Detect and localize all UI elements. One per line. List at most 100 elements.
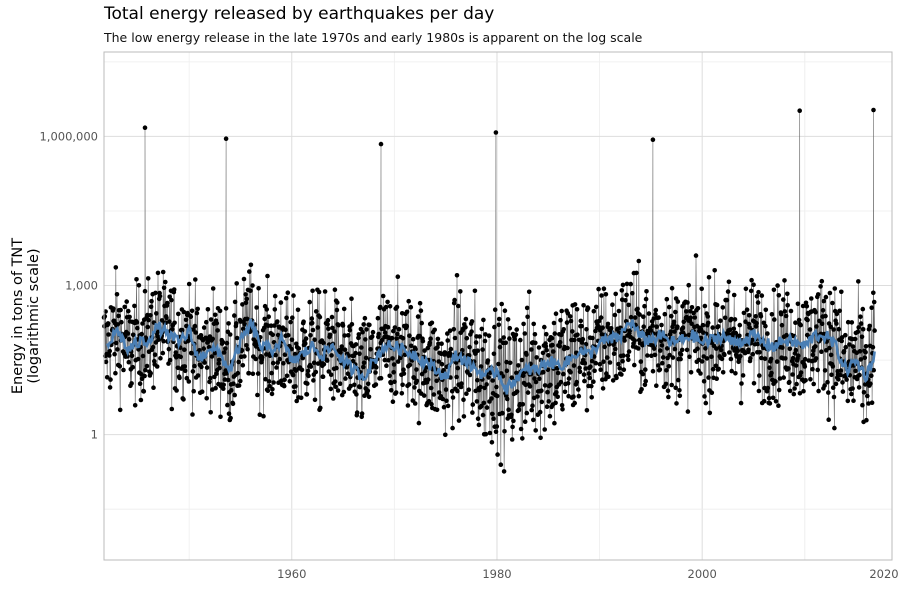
data-point [301,319,306,325]
data-point [815,292,821,297]
data-point [342,333,347,338]
data-points [101,107,877,474]
data-point [192,323,198,329]
data-point [581,303,586,308]
data-point [589,358,595,364]
data-point [274,365,279,370]
data-point [450,425,455,431]
data-point [677,388,682,393]
data-point [603,292,609,297]
data-point [392,379,397,385]
data-point [199,389,205,395]
data-point [658,348,663,353]
data-point [504,368,510,374]
data-point [804,304,810,309]
data-point [367,322,372,328]
data-point [497,344,503,350]
data-point [705,314,711,319]
data-point [178,354,183,360]
data-point [645,353,650,358]
data-point [113,370,118,376]
data-point [828,352,834,358]
data-point [335,388,341,393]
data-point [166,346,172,352]
data-point [775,283,780,288]
data-point [107,348,112,354]
data-point [729,368,734,374]
data-point [300,355,306,361]
data-point [525,390,531,395]
data-point [321,362,327,367]
data-point [485,358,491,363]
data-point [399,391,405,396]
data-point [117,363,123,369]
data-point [487,430,493,436]
data-point [452,335,458,341]
data-point [798,322,803,328]
data-point [326,326,331,332]
data-point [247,269,252,274]
data-point [493,429,499,435]
data-point [757,350,762,355]
data-point [686,282,691,288]
data-point [549,335,555,341]
data-point [429,401,434,407]
data-point [560,407,565,412]
data-point [285,290,291,296]
data-point [284,373,290,379]
data-point [514,327,519,332]
data-point [169,327,175,332]
data-point [414,378,420,384]
data-point [151,385,156,391]
data-point [212,350,218,356]
data-point [506,407,511,413]
data-point [674,401,679,406]
data-point [722,352,727,358]
data-point [456,418,462,423]
data-point [767,401,773,406]
data-point [821,298,827,304]
data-point [489,440,495,445]
data-point [654,383,659,389]
data-point [544,404,550,410]
data-point [754,320,759,326]
data-point [577,369,583,375]
data-point [132,303,137,309]
data-point [281,361,286,366]
data-point [620,282,626,288]
data-point [243,292,248,297]
data-point [232,392,237,398]
data-point [166,361,171,366]
data-point [501,335,507,340]
data-point [685,409,691,414]
data-point [269,391,275,397]
data-point [408,304,414,310]
data-point [765,331,770,336]
data-point [784,332,789,338]
data-point [659,343,665,348]
data-point [831,394,837,400]
data-point [750,351,756,357]
data-point [659,322,664,328]
data-point [173,350,179,355]
data-point [649,353,654,359]
data-point [807,327,813,332]
data-point [499,301,505,307]
data-point [375,315,381,321]
data-point [865,393,870,399]
data-point [669,382,674,388]
data-point [501,469,507,474]
data-point [518,337,523,343]
data-point [293,368,299,373]
data-point [662,311,668,317]
data-point [639,387,644,392]
data-point [714,346,719,351]
data-point [265,388,271,394]
data-point [400,382,405,388]
data-point [785,303,790,308]
data-point [514,370,519,376]
data-point [564,320,570,325]
data-point [652,352,658,358]
data-point [126,337,132,342]
data-point [590,335,595,341]
